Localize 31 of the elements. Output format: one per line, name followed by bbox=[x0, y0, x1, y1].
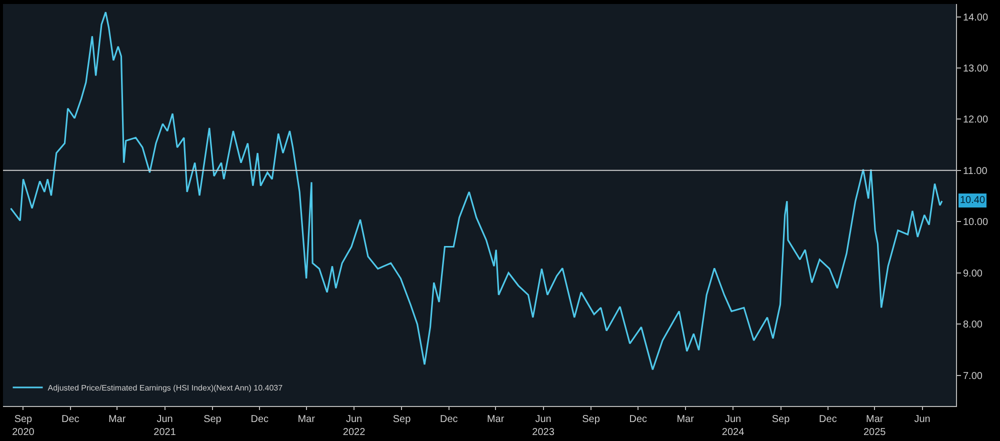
x-tick-label: Jun 2024 bbox=[722, 414, 745, 438]
x-tick-label: Mar bbox=[298, 414, 316, 425]
y-tick-label: 8.00 bbox=[963, 320, 983, 331]
line-series bbox=[10, 11, 943, 370]
y-tick-label: 9.00 bbox=[963, 268, 983, 280]
x-tick-label: Dec bbox=[819, 414, 837, 425]
x-tick-label: Jun 2023 bbox=[532, 414, 555, 438]
x-tick-label: Mar bbox=[108, 414, 126, 425]
y-tick-label: 12.00 bbox=[963, 114, 988, 126]
x-tick-label: Jun bbox=[914, 414, 930, 425]
y-tick-label: 7.00 bbox=[963, 370, 983, 382]
x-tick-label: Dec bbox=[629, 414, 648, 425]
x-tick-label: Jun 2022 bbox=[342, 414, 366, 438]
x-tick-label: Sep 2020 bbox=[12, 414, 35, 438]
x-tick-label: Dec bbox=[440, 414, 458, 425]
annotation: 10.40 bbox=[960, 195, 986, 206]
x-tick-label: Sep bbox=[772, 414, 790, 425]
x-tick-label: Jun 2021 bbox=[154, 414, 176, 438]
y-tick-label: 14.00 bbox=[963, 12, 988, 24]
y-tick-label: 11.00 bbox=[963, 166, 988, 177]
legend-label: Adjusted Price/Estimated Earnings (HSI Index)(Next Ann) 10.4037 bbox=[48, 384, 284, 393]
x-tick-label: Mar bbox=[486, 414, 505, 425]
x-tick-label: Mar 2025 bbox=[863, 414, 886, 438]
y-tick-label: 13.00 bbox=[963, 64, 988, 75]
x-tick-label: Sep bbox=[392, 414, 412, 425]
x-tick-label: Sep bbox=[582, 414, 600, 425]
y-tick-label: 10.00 bbox=[963, 217, 988, 228]
x-tick-label: Dec bbox=[250, 414, 269, 425]
x-tick-label: Dec bbox=[62, 414, 80, 425]
x-tick-label: Sep bbox=[204, 414, 222, 425]
x-tick-label: Mar bbox=[676, 414, 695, 425]
